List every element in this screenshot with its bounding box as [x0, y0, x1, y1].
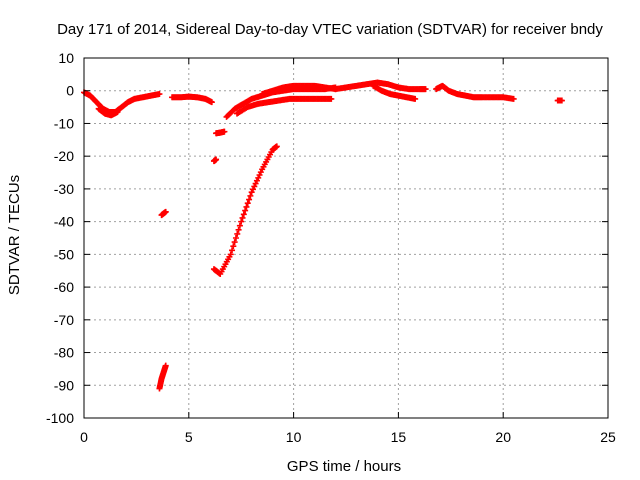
data-point	[235, 226, 242, 233]
data-point	[558, 97, 565, 104]
x-tick-label: 0	[80, 429, 88, 445]
data-segment	[158, 208, 169, 219]
data-segment	[370, 82, 419, 102]
data-segment	[554, 97, 565, 104]
data-point	[229, 247, 236, 254]
data-segment	[234, 95, 335, 117]
data-segment	[95, 105, 121, 119]
data-segment	[332, 79, 429, 93]
x-tick-label: 10	[286, 429, 302, 445]
data-segment	[81, 89, 163, 115]
x-tick-label: 25	[600, 429, 616, 445]
y-tick-label: -60	[54, 279, 74, 295]
y-tick-label: -10	[54, 115, 74, 131]
data-point	[230, 243, 237, 250]
data-point	[328, 95, 335, 102]
data-point	[273, 143, 280, 150]
data-point	[227, 251, 234, 258]
data-segment	[433, 82, 517, 102]
data-segment	[210, 143, 280, 277]
data-point	[510, 95, 517, 102]
data-points	[81, 79, 565, 392]
data-point	[162, 362, 169, 369]
data-point	[221, 128, 228, 135]
y-tick-label: -50	[54, 246, 74, 262]
data-point	[240, 211, 247, 218]
chart-title: Day 171 of 2014, Sidereal Day-to-day VTE…	[57, 21, 603, 38]
data-segment	[210, 156, 220, 165]
data-point	[239, 214, 246, 221]
x-tick-label: 20	[495, 429, 511, 445]
data-point	[238, 218, 245, 225]
data-point	[234, 230, 241, 237]
data-point	[162, 208, 169, 215]
axis-ticks: 0 5 10 15 20 25 10 0 -10 -20 -30 -40 -50 -60 -70 -80 -90…	[46, 50, 616, 445]
data-segment	[156, 362, 169, 392]
y-tick-label: -90	[54, 377, 74, 393]
data-point	[114, 109, 121, 115]
grid-lines	[84, 58, 608, 418]
data-segment	[169, 93, 215, 106]
x-tick-label: 15	[391, 429, 407, 445]
data-point	[156, 91, 163, 97]
y-tick-label: -80	[54, 345, 74, 361]
data-point	[208, 99, 215, 106]
data-point	[232, 235, 239, 241]
data-point	[412, 95, 419, 102]
data-point	[231, 239, 238, 246]
y-tick-label: -20	[54, 148, 74, 164]
y-tick-label: 10	[58, 50, 74, 66]
x-axis-label: GPS time / hours	[287, 458, 401, 475]
data-point	[244, 200, 251, 207]
x-tick-label: 5	[185, 429, 193, 445]
y-tick-label: -30	[54, 181, 74, 197]
data-point	[422, 86, 429, 93]
y-tick-label: -40	[54, 214, 74, 230]
data-segment	[213, 128, 228, 137]
data-point	[242, 207, 249, 214]
data-point	[243, 203, 250, 210]
data-point	[213, 156, 220, 163]
y-tick-label: -100	[46, 410, 74, 426]
data-point	[236, 222, 243, 229]
y-tick-label: -70	[54, 312, 74, 328]
y-tick-label: 0	[66, 83, 74, 99]
y-axis-label: SDTVAR / TECUs	[6, 175, 23, 295]
data-point	[247, 192, 254, 199]
data-point	[246, 196, 253, 203]
plot-frame	[83, 57, 609, 419]
data-segment	[259, 82, 339, 97]
